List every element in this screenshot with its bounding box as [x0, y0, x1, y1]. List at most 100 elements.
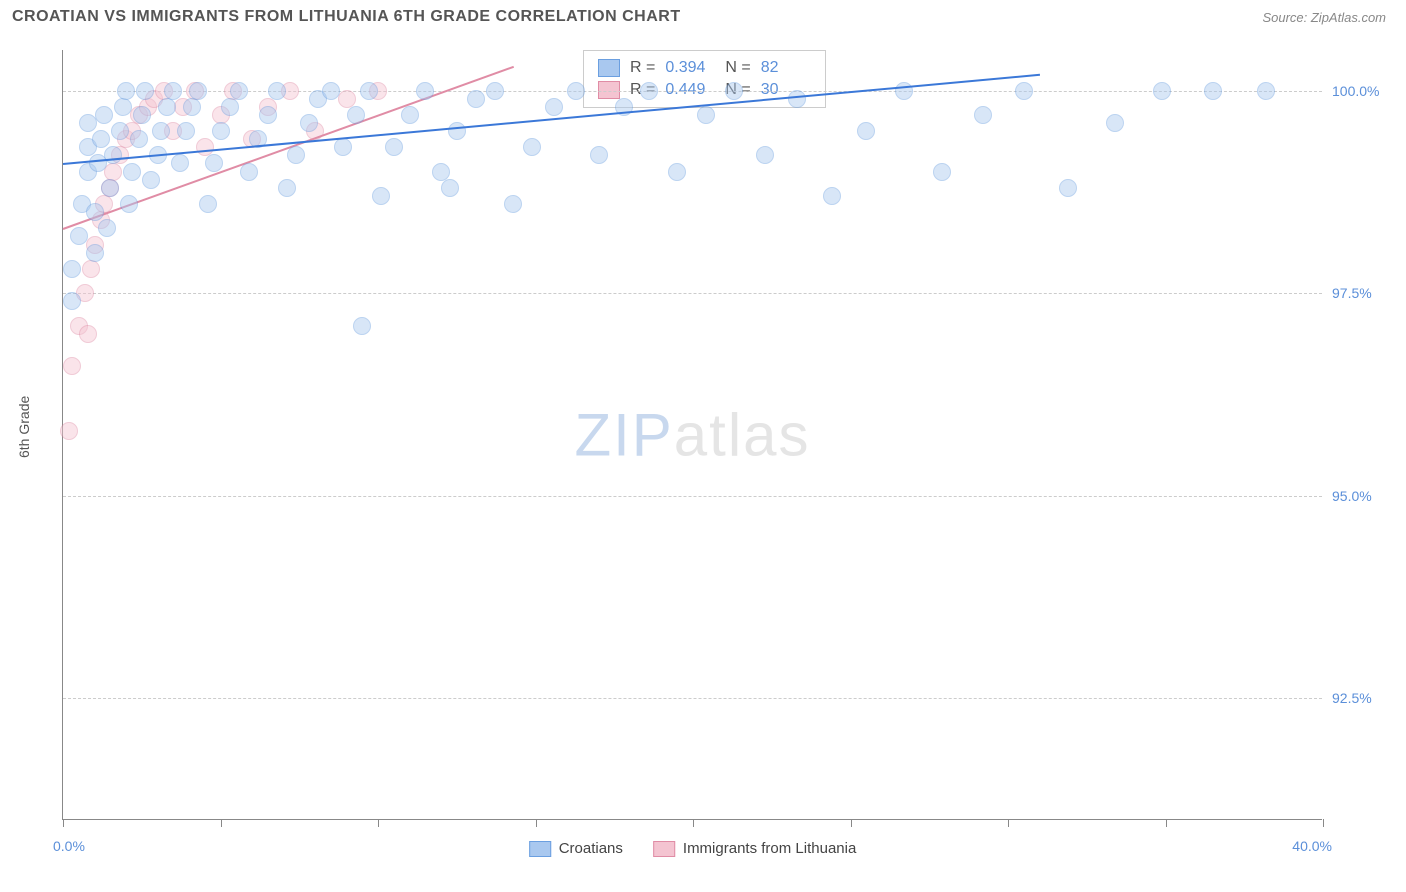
data-point-croatians — [120, 195, 138, 213]
data-point-croatians — [70, 227, 88, 245]
data-point-croatians — [101, 179, 119, 197]
data-point-croatians — [177, 122, 195, 140]
gridline-h — [63, 91, 1322, 92]
data-point-croatians — [86, 203, 104, 221]
source-label: Source: ZipAtlas.com — [1262, 10, 1386, 25]
data-point-croatians — [123, 163, 141, 181]
y-tick-label: 92.5% — [1332, 690, 1392, 706]
watermark-zip: ZIP — [574, 401, 673, 468]
gridline-h — [63, 496, 1322, 497]
watermark: ZIPatlas — [574, 400, 810, 469]
data-point-lithuanians — [79, 325, 97, 343]
x-tick — [1166, 819, 1167, 827]
data-point-croatians — [240, 163, 258, 181]
data-point-croatians — [640, 82, 658, 100]
data-point-croatians — [823, 187, 841, 205]
watermark-atlas: atlas — [674, 401, 811, 468]
data-point-croatians — [353, 317, 371, 335]
data-point-croatians — [189, 82, 207, 100]
data-point-croatians — [1106, 114, 1124, 132]
data-point-croatians — [95, 106, 113, 124]
data-point-croatians — [467, 90, 485, 108]
data-point-croatians — [63, 260, 81, 278]
data-point-croatians — [152, 122, 170, 140]
data-point-croatians — [278, 179, 296, 197]
data-point-croatians — [268, 82, 286, 100]
data-point-croatians — [416, 82, 434, 100]
data-point-croatians — [347, 106, 365, 124]
chart-container: 6th Grade ZIPatlas R = 0.394 N = 82 R = … — [12, 30, 1392, 850]
data-point-croatians — [668, 163, 686, 181]
data-point-croatians — [300, 114, 318, 132]
data-point-lithuanians — [60, 422, 78, 440]
gridline-h — [63, 698, 1322, 699]
data-point-croatians — [221, 98, 239, 116]
data-point-croatians — [136, 82, 154, 100]
data-point-lithuanians — [338, 90, 356, 108]
data-point-croatians — [287, 146, 305, 164]
data-point-croatians — [385, 138, 403, 156]
y-axis-title: 6th Grade — [16, 396, 32, 458]
y-tick-label: 95.0% — [1332, 488, 1392, 504]
data-point-croatians — [432, 163, 450, 181]
data-point-lithuanians — [196, 138, 214, 156]
data-point-croatians — [895, 82, 913, 100]
legend-item-lithuanians: Immigrants from Lithuania — [653, 840, 856, 857]
data-point-croatians — [117, 82, 135, 100]
data-point-croatians — [486, 82, 504, 100]
data-point-croatians — [130, 130, 148, 148]
data-point-croatians — [171, 154, 189, 172]
data-point-croatians — [1059, 179, 1077, 197]
data-point-croatians — [756, 146, 774, 164]
stat-n-label: N = — [725, 59, 750, 77]
plot-area: ZIPatlas R = 0.394 N = 82 R = 0.449 N = … — [62, 50, 1322, 820]
data-point-lithuanians — [82, 260, 100, 278]
x-axis-max-label: 40.0% — [1292, 838, 1332, 854]
data-point-croatians — [697, 106, 715, 124]
x-tick — [1008, 819, 1009, 827]
x-tick — [693, 819, 694, 827]
data-point-croatians — [590, 146, 608, 164]
x-tick — [1323, 819, 1324, 827]
data-point-croatians — [1257, 82, 1275, 100]
legend-swatch-croatians — [529, 841, 551, 857]
x-tick — [851, 819, 852, 827]
data-point-croatians — [504, 195, 522, 213]
x-axis-min-label: 0.0% — [53, 838, 85, 854]
data-point-croatians — [567, 82, 585, 100]
data-point-croatians — [322, 82, 340, 100]
data-point-croatians — [212, 122, 230, 140]
legend-label-lithuanians: Immigrants from Lithuania — [683, 840, 856, 857]
stats-row-croatians: R = 0.394 N = 82 — [598, 57, 811, 79]
chart-title: CROATIAN VS IMMIGRANTS FROM LITHUANIA 6T… — [12, 8, 681, 26]
legend-swatch-lithuanians — [653, 841, 675, 857]
data-point-croatians — [1015, 82, 1033, 100]
data-point-croatians — [372, 187, 390, 205]
x-tick — [378, 819, 379, 827]
data-point-lithuanians — [63, 357, 81, 375]
data-point-croatians — [111, 122, 129, 140]
stat-r-label: R = — [630, 59, 655, 77]
data-point-croatians — [92, 130, 110, 148]
x-tick — [536, 819, 537, 827]
data-point-croatians — [448, 122, 466, 140]
data-point-croatians — [1153, 82, 1171, 100]
data-point-croatians — [133, 106, 151, 124]
data-point-lithuanians — [104, 163, 122, 181]
data-point-croatians — [199, 195, 217, 213]
swatch-croatians — [598, 59, 620, 77]
legend-item-croatians: Croatians — [529, 840, 623, 857]
data-point-croatians — [205, 154, 223, 172]
y-tick-label: 97.5% — [1332, 285, 1392, 301]
stat-r-croatians: 0.394 — [665, 59, 715, 77]
data-point-croatians — [360, 82, 378, 100]
bottom-legend: Croatians Immigrants from Lithuania — [529, 840, 857, 857]
data-point-croatians — [725, 82, 743, 100]
data-point-croatians — [974, 106, 992, 124]
data-point-croatians — [259, 106, 277, 124]
data-point-croatians — [158, 98, 176, 116]
data-point-croatians — [230, 82, 248, 100]
data-point-croatians — [857, 122, 875, 140]
data-point-croatians — [114, 98, 132, 116]
data-point-croatians — [401, 106, 419, 124]
